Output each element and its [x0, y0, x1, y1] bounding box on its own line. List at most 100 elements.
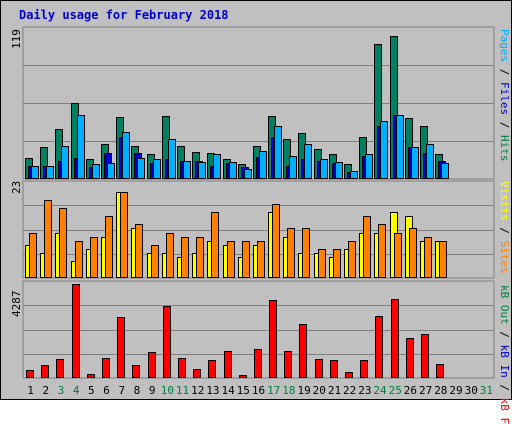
- pages-bar: [365, 154, 373, 179]
- day-label: 5: [88, 384, 95, 397]
- sites-bar: [120, 192, 128, 278]
- day-label: 15: [237, 384, 250, 397]
- day-label: 23: [358, 384, 371, 397]
- day-label: 10: [161, 384, 174, 397]
- kbf-bar: [117, 317, 125, 378]
- kbf-bar: [193, 369, 201, 378]
- kbf-bar: [391, 299, 399, 378]
- sites-bar: [75, 241, 83, 278]
- kbf-bar: [178, 358, 186, 378]
- sites-bar: [196, 237, 204, 278]
- sites-bar: [394, 233, 402, 278]
- sites-bar: [257, 241, 265, 278]
- day-label: 12: [191, 384, 204, 397]
- sites-bar: [424, 237, 432, 278]
- day-label: 3: [58, 384, 65, 397]
- kbf-bar: [345, 372, 353, 378]
- kbf-bar: [41, 365, 49, 378]
- pages-bar: [259, 151, 267, 179]
- kbf-bar: [224, 351, 232, 378]
- kbf-bar: [375, 316, 383, 378]
- sites-bar: [105, 216, 113, 278]
- sites-bar: [318, 249, 326, 278]
- day-label: 25: [389, 384, 402, 397]
- kbf-bar: [26, 370, 34, 378]
- sites-bar: [44, 200, 52, 278]
- day-label: 27: [419, 384, 432, 397]
- day-label: 24: [373, 384, 387, 397]
- pages-bar: [183, 161, 191, 179]
- pages-bar: [46, 166, 54, 179]
- kbf-bar: [284, 351, 292, 378]
- chart-canvas: 1 2 3 4 5 6 7 8 9 10 11 12 13 14 15 16 17 18 19 20 21 22 23 24 2…: [22, 26, 495, 397]
- pages-bar: [77, 115, 85, 179]
- day-label: 4: [73, 384, 80, 397]
- pages-bar: [289, 156, 297, 179]
- kbf-bar: [163, 306, 171, 378]
- sites-bar: [302, 228, 310, 278]
- kbf-bar: [148, 352, 156, 378]
- day-label: 30: [465, 384, 478, 397]
- kbf-bar: [360, 360, 368, 378]
- bottom-legend-entry: kB F: [498, 397, 511, 424]
- kbf-bar: [132, 365, 140, 378]
- day-label: 18: [282, 384, 295, 397]
- kbf-bar: [330, 360, 338, 378]
- sites-bar: [211, 212, 219, 278]
- sites-bar: [348, 241, 356, 278]
- sites-bar: [363, 216, 371, 278]
- chart-title: Daily usage for February 2018: [19, 8, 229, 22]
- day-label: 21: [328, 384, 341, 397]
- pages-bar: [274, 126, 282, 179]
- day-label: 29: [449, 384, 462, 397]
- kbf-bar: [406, 338, 414, 378]
- sites-bar: [59, 208, 67, 278]
- day-label: 6: [103, 384, 110, 397]
- day-label: 14: [221, 384, 235, 397]
- sites-bar: [272, 204, 280, 278]
- sites-bar: [181, 237, 189, 278]
- day-label: 20: [313, 384, 326, 397]
- kbf-bar: [56, 359, 64, 378]
- pages-bar: [426, 144, 434, 179]
- kbf-bar: [208, 360, 216, 378]
- pages-bar: [198, 162, 206, 179]
- sites-bar: [378, 224, 386, 278]
- pages-bar: [61, 146, 69, 179]
- day-label: 31: [480, 384, 493, 397]
- kbf-bar: [87, 374, 95, 378]
- pages-bar: [31, 166, 39, 179]
- day-label: 19: [297, 384, 310, 397]
- day-label: 22: [343, 384, 356, 397]
- day-label: 26: [404, 384, 417, 397]
- day-label: 2: [42, 384, 49, 397]
- sites-bar: [333, 249, 341, 278]
- pages-bar: [107, 163, 115, 179]
- pages-bar: [396, 115, 404, 179]
- kbf-bar: [299, 324, 307, 378]
- sites-bar: [227, 241, 235, 278]
- day-label: 11: [176, 384, 189, 397]
- sites-bar: [135, 224, 143, 278]
- day-label: 16: [252, 384, 265, 397]
- day-label: 7: [118, 384, 125, 397]
- sites-bar: [29, 233, 37, 278]
- sites-bar: [166, 233, 174, 278]
- pages-bar: [153, 159, 161, 179]
- pages-bar: [350, 171, 358, 179]
- kbf-bar: [254, 349, 262, 378]
- kbf-bar: [102, 358, 110, 378]
- sites-bar: [287, 228, 295, 278]
- sites-bar: [409, 228, 417, 278]
- pages-bar: [122, 132, 130, 179]
- day-label: 9: [149, 384, 156, 397]
- pages-bar: [304, 144, 312, 179]
- day-label: 17: [267, 384, 280, 397]
- day-label: 28: [434, 384, 447, 397]
- pages-bar: [244, 169, 252, 179]
- sites-bar: [439, 241, 447, 278]
- kbf-bar: [239, 375, 247, 378]
- sites-bar: [242, 241, 250, 278]
- sites-bar: [90, 237, 98, 278]
